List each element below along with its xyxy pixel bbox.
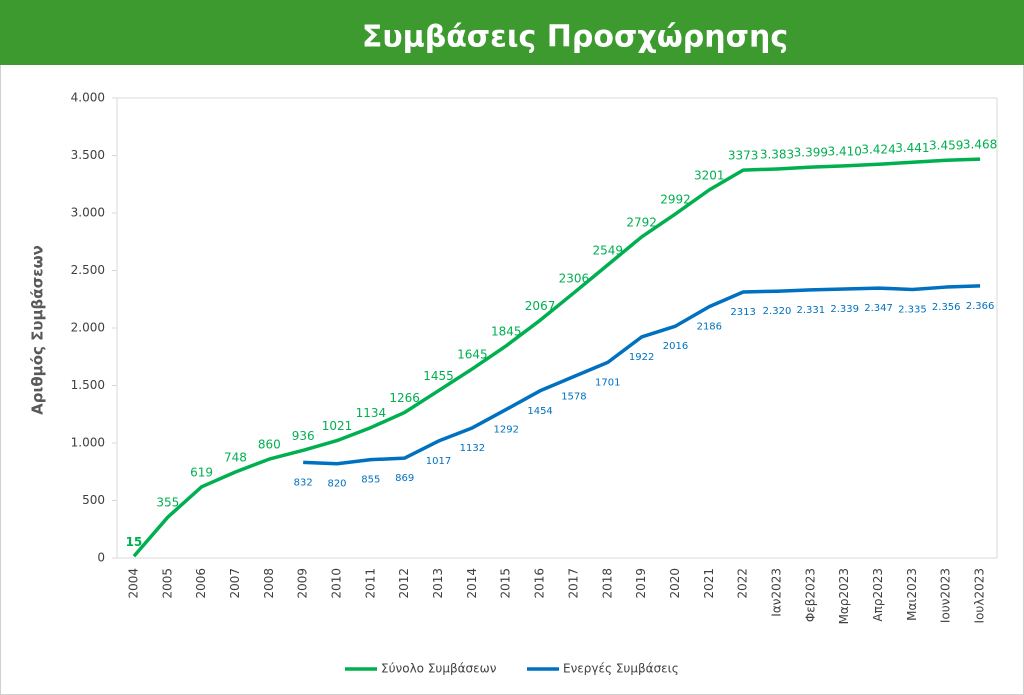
x-tick-label: Απρ2023: [871, 568, 885, 622]
data-label: 1021: [322, 419, 353, 433]
data-label: 2.320: [763, 306, 792, 317]
data-label: 1266: [389, 391, 420, 405]
data-label: 1645: [457, 347, 488, 361]
x-tick-label: 2019: [634, 568, 648, 599]
data-label: 2016: [663, 341, 688, 352]
title-bar: [0, 0, 1024, 65]
x-tick-label: 2004: [126, 568, 140, 599]
x-tick-label: 2009: [296, 568, 310, 599]
data-label: 3201: [694, 168, 725, 182]
series-line: [132, 157, 981, 558]
y-tick-label: 500: [82, 493, 105, 507]
y-tick-label: 4.000: [71, 91, 105, 105]
data-label: 3.424: [861, 143, 895, 157]
y-tick-label: 1.500: [71, 378, 105, 392]
data-label: 2067: [525, 299, 556, 313]
data-label: 2.347: [864, 303, 893, 314]
x-tick-label: 2012: [397, 568, 411, 599]
data-label: 820: [327, 479, 346, 490]
data-label: 2992: [660, 192, 691, 206]
data-label: 2.356: [932, 302, 961, 313]
data-label: 2792: [626, 215, 657, 229]
x-tick-label: Ιαν2023: [770, 568, 784, 617]
y-axis-label: Αριθμός Συμβάσεων: [29, 245, 47, 415]
data-label: 2313: [730, 307, 755, 318]
x-tick-label: 2007: [228, 568, 242, 599]
data-label: 2.335: [898, 304, 927, 315]
x-tick-label: 2020: [668, 568, 682, 599]
series-line: [303, 284, 981, 466]
chart-title: Συμβάσεις Προσχώρησης: [362, 20, 788, 55]
x-tick-label: 2005: [160, 568, 174, 599]
data-label: 2.331: [797, 305, 826, 316]
x-tick-label: 2022: [736, 568, 750, 599]
x-tick-label: 2018: [600, 568, 614, 599]
data-label: 3373: [728, 149, 759, 163]
data-label: 855: [361, 475, 380, 486]
y-tick-label: 1.000: [71, 436, 105, 450]
data-label: 1017: [426, 456, 451, 467]
data-label: 1922: [629, 352, 654, 363]
data-label: 619: [190, 465, 213, 479]
data-label: 1292: [494, 424, 519, 435]
legend-label: Σύνολο Συμβάσεων: [381, 662, 497, 676]
legend-label: Ενεργές Συμβάσεις: [563, 662, 679, 676]
data-label: 1455: [423, 369, 454, 383]
data-label: 15: [126, 535, 143, 549]
data-label: 3.399: [794, 146, 828, 160]
data-label: 1845: [491, 324, 522, 338]
data-label: 1578: [561, 392, 586, 403]
data-label: 2.339: [830, 304, 859, 315]
y-tick-label: 3.500: [71, 148, 105, 162]
data-label: 748: [224, 450, 247, 464]
x-tick-label: 2013: [431, 568, 445, 599]
data-label: 869: [395, 473, 414, 484]
x-tick-label: Ιουν2023: [939, 568, 953, 623]
data-label: 860: [258, 438, 281, 452]
data-label: 3.459: [929, 139, 963, 153]
x-tick-label: Μαρ2023: [837, 568, 851, 624]
x-tick-label: Φεβ2023: [803, 568, 817, 622]
y-tick-label: 3.000: [71, 206, 105, 220]
y-tick-label: 2.000: [71, 321, 105, 335]
x-tick-label: 2016: [533, 568, 547, 599]
x-tick-label: 2008: [262, 568, 276, 599]
x-tick-label: 2017: [566, 568, 580, 599]
x-tick-label: 2006: [194, 568, 208, 599]
x-tick-label: Μαι2023: [905, 568, 919, 621]
data-label: 2306: [559, 271, 590, 285]
x-tick-label: 2014: [465, 568, 479, 599]
data-label: 1134: [356, 406, 387, 420]
data-label: 1701: [595, 377, 620, 388]
data-label: 3.441: [895, 141, 929, 155]
data-label: 2.366: [966, 301, 995, 312]
x-tick-label: 2015: [499, 568, 513, 599]
x-tick-label: 2021: [702, 568, 716, 599]
data-label: 3.383: [760, 147, 794, 161]
y-tick-label: 2.500: [71, 263, 105, 277]
data-label: 2186: [697, 322, 722, 333]
x-tick-label: Ιουλ2023: [973, 568, 987, 623]
data-label: 355: [156, 496, 179, 510]
data-label: 832: [294, 477, 313, 488]
x-tick-label: 2011: [363, 568, 377, 599]
data-label: 1454: [527, 406, 552, 417]
x-tick-label: 2010: [330, 568, 344, 599]
data-label: 1132: [460, 443, 485, 454]
data-label: 936: [292, 429, 315, 443]
data-label: 3.410: [828, 144, 862, 158]
data-label: 2549: [592, 243, 623, 257]
data-label: 3.468: [963, 138, 997, 152]
y-tick-label: 0: [97, 551, 105, 565]
